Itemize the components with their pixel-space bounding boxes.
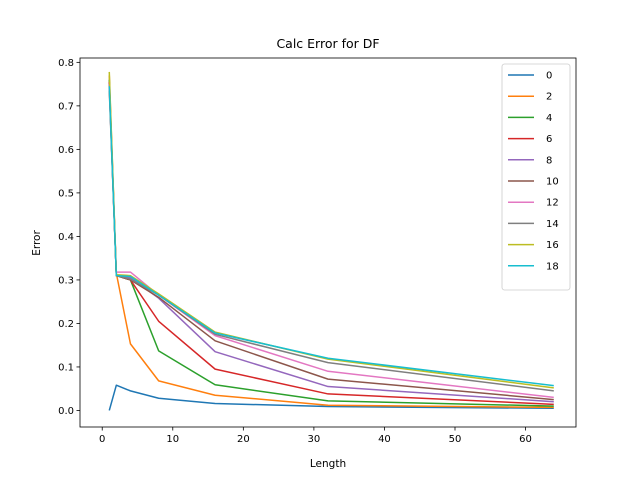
x-tick-label: 10 — [166, 434, 179, 445]
series-line-4 — [108, 79, 554, 407]
legend-label-16: 16 — [546, 240, 559, 251]
y-axis: 0.0 0.1 0.2 0.3 0.4 0.5 0.6 0.7 0.8 — [58, 58, 80, 417]
series-line-0 — [108, 384, 554, 411]
series-line-14 — [108, 90, 554, 392]
legend-box — [501, 63, 571, 291]
plot-area — [79, 57, 577, 428]
y-tick-label: 0.6 — [58, 145, 74, 156]
series-line-2 — [108, 75, 554, 409]
x-tick-label: 50 — [449, 434, 462, 445]
x-tick-label: 20 — [237, 434, 250, 445]
x-tick-label: 60 — [519, 434, 532, 445]
x-tick-label: 40 — [378, 434, 391, 445]
y-axis-label: Error — [31, 230, 43, 256]
series-line-12 — [108, 88, 554, 399]
y-tick-label: 0.0 — [58, 406, 74, 417]
legend-label-0: 0 — [546, 71, 552, 82]
x-tick-label: 30 — [308, 434, 321, 445]
x-axis: 0 10 20 30 40 50 60 — [99, 427, 532, 445]
legend-label-18: 18 — [546, 261, 559, 272]
series-line-18 — [108, 86, 554, 387]
plot-frame — [79, 57, 577, 428]
y-tick-label: 0.4 — [58, 232, 74, 243]
legend: 0 2 4 6 8 10 12 14 16 18 — [501, 63, 571, 291]
legend-label-4: 4 — [546, 113, 552, 124]
legend-label-10: 10 — [546, 177, 559, 188]
x-axis-label: Length — [310, 458, 346, 470]
series-line-10 — [108, 86, 554, 401]
y-tick-label: 0.7 — [58, 101, 74, 112]
y-tick-label: 0.5 — [58, 188, 74, 199]
y-tick-label: 0.8 — [58, 58, 74, 69]
series-line-8 — [108, 84, 554, 403]
y-tick-label: 0.3 — [58, 275, 74, 286]
y-tick-label: 0.2 — [58, 319, 74, 330]
legend-label-14: 14 — [546, 219, 559, 230]
legend-label-6: 6 — [546, 134, 552, 145]
y-tick-label: 0.1 — [58, 362, 74, 373]
series-line-16 — [108, 71, 554, 389]
legend-label-8: 8 — [546, 155, 552, 166]
x-tick-label: 0 — [99, 434, 105, 445]
chart-title: Calc Error for DF — [276, 36, 379, 51]
legend-label-2: 2 — [546, 92, 552, 103]
legend-label-12: 12 — [546, 198, 559, 209]
series-line-6 — [108, 81, 554, 406]
